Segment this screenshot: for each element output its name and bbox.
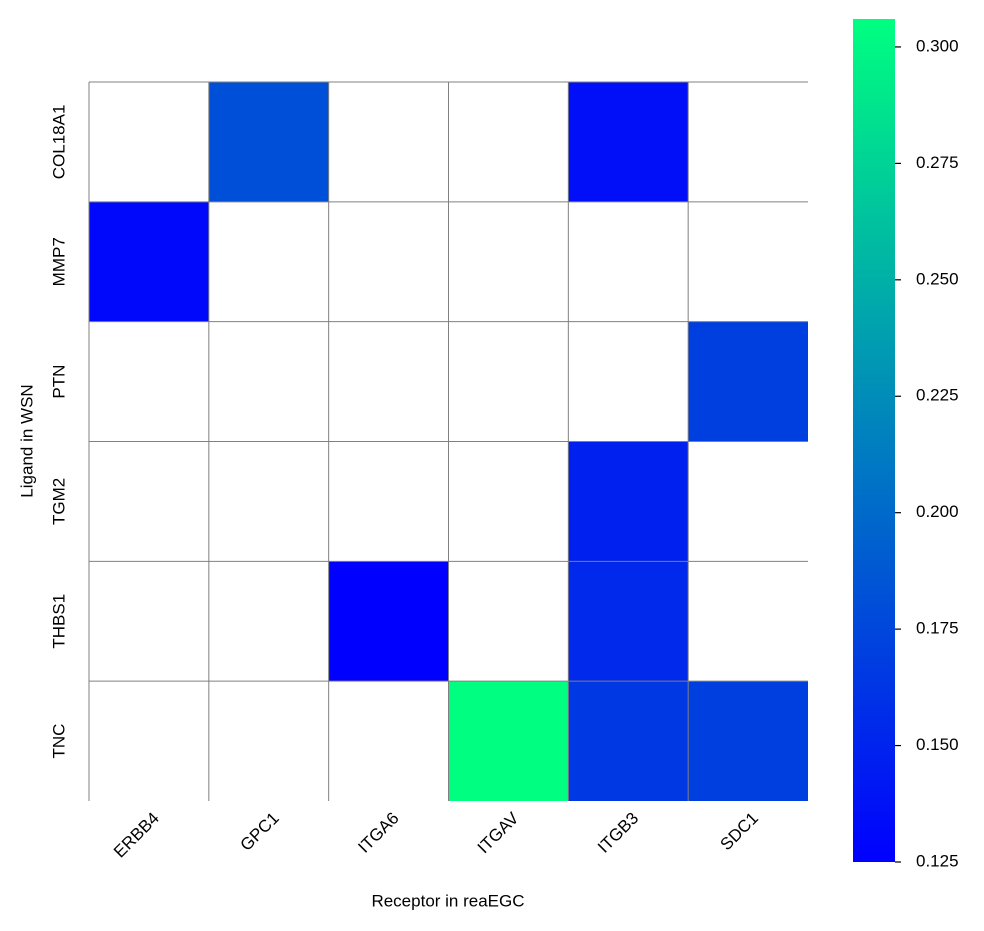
x-tick-label: SDC1	[717, 809, 763, 855]
y-tick-label: MMP7	[49, 237, 68, 286]
heatmap-cell	[568, 561, 689, 682]
x-tick-label: ITGA6	[354, 809, 402, 857]
y-tick-label: COL18A1	[49, 105, 68, 180]
heatmap-cell	[328, 561, 449, 682]
x-tick-label: ITGB3	[594, 809, 642, 857]
y-tick-label: TGM2	[49, 478, 68, 525]
y-tick-label: THBS1	[49, 594, 68, 649]
colorbar-tick-label: 0.175	[916, 619, 959, 638]
heatmap-cell	[688, 681, 808, 801]
colorbar-tick-label: 0.125	[916, 851, 959, 870]
colorbar-tick-label: 0.275	[916, 153, 959, 172]
y-axis-label: Ligand in WSN	[17, 384, 36, 497]
heatmap-cell	[568, 681, 689, 801]
heatmap-cell	[208, 82, 329, 202]
y-tick-label: TNC	[49, 724, 68, 759]
x-tick-label: ERBB4	[110, 809, 163, 862]
colorbar-tick-label: 0.200	[916, 502, 959, 521]
heatmap-cell	[568, 441, 689, 562]
y-tick-label: PTN	[49, 365, 68, 399]
heatmap-cell	[568, 82, 689, 202]
colorbar-tick-label: 0.300	[916, 36, 959, 55]
x-axis-label: Receptor in reaEGC	[371, 891, 524, 910]
colorbar-tick-label: 0.225	[916, 386, 959, 405]
colorbar-tick-label: 0.150	[916, 735, 959, 754]
colorbar	[853, 19, 895, 862]
x-tick-label: GPC1	[237, 809, 283, 855]
heatmap-cell	[448, 681, 569, 801]
x-tick-label: ITGAV	[474, 808, 523, 857]
heatmap-cell	[89, 201, 209, 322]
heatmap-cell	[688, 321, 808, 442]
colorbar-tick-label: 0.250	[916, 269, 959, 288]
